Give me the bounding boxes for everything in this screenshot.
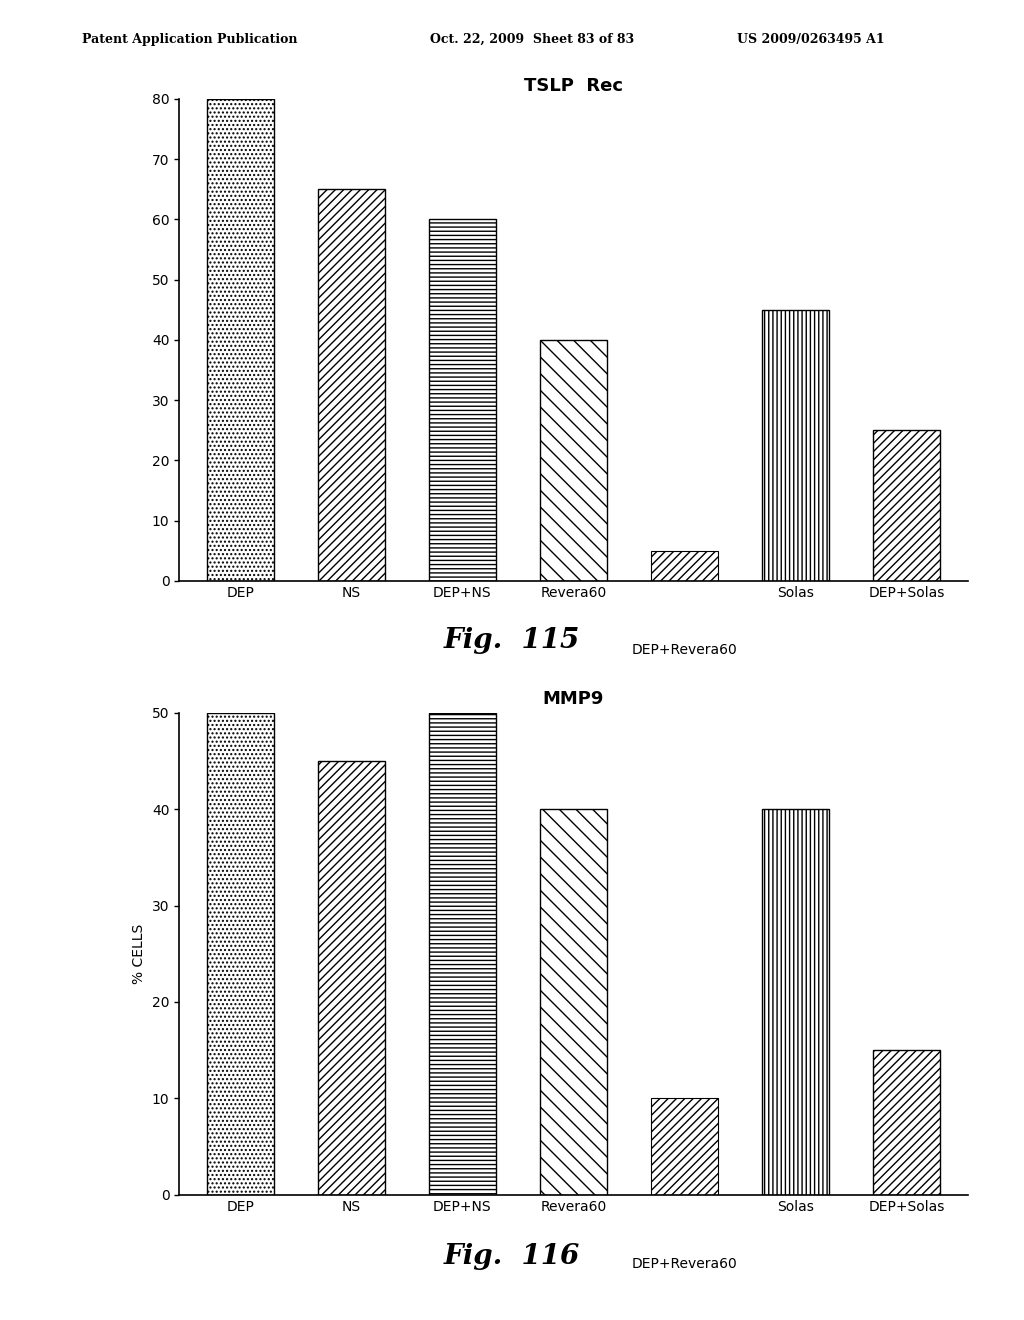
Text: Fig.  115: Fig. 115 — [443, 627, 581, 653]
Text: DEP+Revera60: DEP+Revera60 — [632, 1257, 737, 1271]
Bar — [651, 550, 718, 581]
Bar — [762, 809, 828, 1195]
Bar — [540, 339, 607, 581]
Bar — [207, 99, 273, 581]
Bar — [873, 430, 940, 581]
Text: US 2009/0263495 A1: US 2009/0263495 A1 — [737, 33, 885, 46]
Bar — [318, 760, 385, 1195]
Bar — [540, 809, 607, 1195]
Text: Fig.  116: Fig. 116 — [443, 1243, 581, 1270]
Text: Patent Application Publication: Patent Application Publication — [82, 33, 297, 46]
Text: DEP+Revera60: DEP+Revera60 — [632, 643, 737, 657]
Bar — [207, 713, 273, 1195]
Title: MMP9: MMP9 — [543, 690, 604, 709]
Text: Oct. 22, 2009  Sheet 83 of 83: Oct. 22, 2009 Sheet 83 of 83 — [430, 33, 634, 46]
Bar — [429, 219, 496, 581]
Bar — [318, 189, 385, 581]
Y-axis label: % CELLS: % CELLS — [132, 924, 146, 983]
Bar — [429, 713, 496, 1195]
Bar — [651, 1098, 718, 1195]
Title: TSLP  Rec: TSLP Rec — [524, 77, 623, 95]
Bar — [762, 310, 828, 581]
Bar — [873, 1051, 940, 1195]
